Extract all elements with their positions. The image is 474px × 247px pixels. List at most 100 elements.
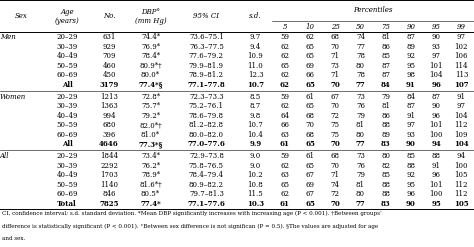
Text: 70: 70: [330, 200, 340, 208]
Text: 460: 460: [102, 62, 116, 70]
Text: Total: Total: [57, 200, 77, 208]
Text: 77.4*: 77.4*: [140, 200, 161, 208]
Text: 106: 106: [455, 52, 468, 60]
Text: 3179: 3179: [100, 81, 118, 89]
Text: 79: 79: [356, 112, 365, 120]
Text: 114: 114: [455, 62, 468, 70]
Text: 61: 61: [280, 140, 290, 148]
Text: 104: 104: [454, 140, 469, 148]
Text: 65: 65: [280, 181, 289, 189]
Text: 71: 71: [331, 171, 340, 179]
Text: 9.0: 9.0: [250, 152, 261, 160]
Text: 1703: 1703: [100, 171, 118, 179]
Text: 77.0–77.6: 77.0–77.6: [187, 140, 225, 148]
Text: 63: 63: [280, 171, 289, 179]
Text: 77.1–77.8: 77.1–77.8: [188, 81, 225, 89]
Text: 1844: 1844: [100, 152, 118, 160]
Text: 77: 77: [356, 43, 365, 51]
Text: 80: 80: [381, 152, 390, 160]
Text: 100: 100: [429, 190, 443, 198]
Text: 86: 86: [381, 43, 390, 51]
Text: All: All: [62, 81, 73, 89]
Text: 65: 65: [305, 102, 314, 110]
Text: Age
(years): Age (years): [55, 8, 80, 25]
Text: 59: 59: [280, 152, 289, 160]
Text: 79: 79: [356, 171, 365, 179]
Text: 85: 85: [381, 52, 390, 60]
Text: 92: 92: [406, 171, 415, 179]
Text: 102: 102: [455, 43, 468, 51]
Text: 50–59: 50–59: [56, 62, 78, 70]
Text: 10: 10: [305, 23, 314, 31]
Text: 78: 78: [356, 52, 365, 60]
Text: 94: 94: [457, 152, 466, 160]
Text: 90: 90: [406, 23, 415, 31]
Text: 25: 25: [331, 23, 340, 31]
Text: 112: 112: [455, 121, 468, 129]
Text: 50: 50: [356, 23, 365, 31]
Text: 63: 63: [280, 131, 289, 139]
Text: 81.0*: 81.0*: [141, 131, 160, 139]
Text: 94: 94: [431, 140, 441, 148]
Text: 396: 396: [102, 131, 116, 139]
Text: 62: 62: [280, 52, 289, 60]
Text: 95% CI: 95% CI: [193, 12, 219, 20]
Text: 99: 99: [457, 23, 466, 31]
Text: 10.4: 10.4: [247, 131, 264, 139]
Text: 50–59: 50–59: [56, 121, 78, 129]
Text: 88: 88: [381, 121, 390, 129]
Text: 75: 75: [381, 23, 390, 31]
Text: 81: 81: [381, 102, 390, 110]
Text: 66: 66: [305, 71, 314, 79]
Text: 88: 88: [406, 162, 415, 170]
Text: 62: 62: [280, 190, 289, 198]
Text: 80: 80: [356, 131, 365, 139]
Text: 105: 105: [455, 171, 468, 179]
Text: All: All: [0, 152, 9, 160]
Text: 76: 76: [356, 102, 365, 110]
Text: 71: 71: [331, 71, 340, 79]
Text: 113: 113: [455, 71, 468, 79]
Text: 62: 62: [280, 162, 289, 170]
Text: 61: 61: [305, 93, 314, 101]
Text: 62: 62: [280, 71, 289, 79]
Text: 77.6–79.2: 77.6–79.2: [189, 52, 224, 60]
Text: 76.3–77.5: 76.3–77.5: [189, 43, 224, 51]
Text: 109: 109: [455, 131, 468, 139]
Text: 30–39: 30–39: [56, 43, 78, 51]
Text: 67: 67: [331, 93, 340, 101]
Text: 96: 96: [432, 112, 441, 120]
Text: Men: Men: [0, 33, 16, 41]
Text: 61: 61: [280, 200, 290, 208]
Text: 78: 78: [356, 71, 365, 79]
Text: 96: 96: [432, 171, 441, 179]
Text: 68: 68: [305, 112, 314, 120]
Text: 67: 67: [305, 171, 314, 179]
Text: 91: 91: [406, 112, 415, 120]
Text: 101: 101: [429, 121, 443, 129]
Text: 72: 72: [331, 112, 340, 120]
Text: 2292: 2292: [100, 162, 118, 170]
Text: 81: 81: [356, 181, 365, 189]
Text: 74: 74: [331, 181, 340, 189]
Text: 78.4*: 78.4*: [141, 52, 160, 60]
Text: 70: 70: [331, 162, 340, 170]
Text: 10.3: 10.3: [247, 200, 264, 208]
Text: 75.8–76.5: 75.8–76.5: [189, 162, 224, 170]
Text: 73.6–75.1: 73.6–75.1: [189, 33, 224, 41]
Text: 88: 88: [381, 181, 390, 189]
Text: 98: 98: [406, 71, 415, 79]
Text: 8.5: 8.5: [250, 93, 261, 101]
Text: 70: 70: [331, 102, 340, 110]
Text: 9.9: 9.9: [249, 140, 262, 148]
Text: 95: 95: [431, 200, 441, 208]
Text: All: All: [62, 140, 73, 148]
Text: 85: 85: [406, 152, 415, 160]
Text: 68: 68: [331, 152, 340, 160]
Text: 30–39: 30–39: [56, 102, 78, 110]
Text: 75.7*: 75.7*: [141, 102, 160, 110]
Text: 929: 929: [102, 43, 116, 51]
Text: 9.8: 9.8: [250, 112, 261, 120]
Text: 95: 95: [432, 23, 441, 31]
Text: 1140: 1140: [100, 181, 118, 189]
